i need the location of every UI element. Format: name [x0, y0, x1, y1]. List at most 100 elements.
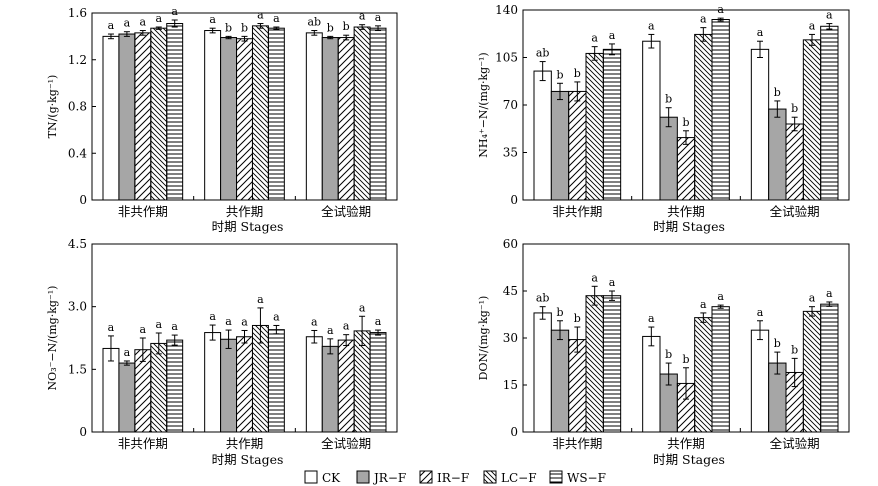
x-category-label: 全试验期 [321, 436, 371, 451]
y-tick-label: 1.2 [68, 53, 87, 67]
significance-letter: a [273, 310, 280, 323]
bar-JR-1 [550, 329, 570, 433]
significance-letter: b [665, 348, 672, 361]
significance-letter: a [343, 320, 350, 333]
bar-JR-1 [550, 90, 570, 201]
y-tick-label: 35 [503, 146, 518, 160]
legend-swatch-WS [549, 470, 563, 484]
significance-letter: b [791, 343, 798, 356]
x-category-label: 非共作期 [552, 204, 602, 219]
x-category-label: 共作期 [226, 436, 264, 451]
significance-letter: a [327, 324, 334, 337]
x-category-label: 全试验期 [770, 204, 820, 219]
significance-letter: a [609, 29, 616, 42]
y-tick-label: 0 [510, 425, 518, 439]
significance-letter: b [225, 21, 232, 34]
bar-IR-2 [236, 336, 253, 433]
bar-CK-2 [642, 40, 661, 201]
bar-LC-2 [251, 25, 269, 201]
y-axis-title: DON/(mg·kg⁻¹) [477, 296, 490, 381]
bar-WS-2 [711, 19, 730, 201]
bar-WS-2 [267, 27, 285, 201]
y-tick-label: 3.0 [68, 300, 87, 314]
bar-CK-1 [533, 70, 552, 201]
bar-IR-1 [568, 339, 587, 433]
bar-IR-2 [236, 38, 253, 201]
significance-letter: b [682, 353, 689, 366]
bar-LC-1 [150, 27, 168, 201]
bar-JR-2 [220, 338, 238, 433]
significance-letter: b [774, 86, 781, 99]
bar-WS-1 [166, 339, 184, 433]
x-axis-title: 时期 Stages [653, 219, 725, 234]
bar-IR-2 [676, 137, 696, 201]
bar-LC-3 [802, 39, 822, 201]
significance-letter: a [124, 17, 131, 30]
bar-LC-1 [585, 295, 604, 433]
legend-label-JR: JR−F [372, 471, 406, 485]
significance-letter: a [225, 315, 232, 328]
significance-letter: a [826, 9, 833, 22]
significance-letter: a [375, 315, 382, 328]
significance-letter: a [700, 13, 707, 26]
bar-JR-3 [321, 345, 339, 433]
y-tick-label: 105 [495, 51, 518, 65]
significance-letter: a [700, 298, 707, 311]
legend-label-IR: IR−F [437, 471, 469, 485]
significance-letter: b [241, 21, 248, 34]
bar-IR-1 [568, 90, 587, 201]
significance-letter: a [717, 290, 724, 303]
bar-LC-2 [694, 33, 713, 201]
y-tick-label: 60 [503, 237, 518, 251]
bar-WS-1 [166, 23, 184, 201]
bar-LC-1 [150, 342, 168, 433]
significance-letter: b [574, 312, 581, 325]
x-category-label: 非共作期 [118, 436, 168, 451]
bar-WS-3 [820, 303, 839, 433]
y-axis-title: TN/(g·kg⁻¹) [46, 75, 59, 139]
bar-CK-3 [750, 48, 770, 201]
significance-letter: a [591, 271, 598, 284]
bar-CK-3 [305, 32, 323, 201]
y-tick-label: 4.5 [68, 237, 87, 251]
y-tick-label: 0 [79, 193, 87, 207]
significance-letter: a [241, 315, 248, 328]
bar-CK-1 [533, 312, 552, 433]
significance-letter: a [809, 292, 816, 305]
significance-letter: a [108, 321, 115, 334]
significance-letter: b [665, 93, 672, 106]
x-axis-title: 时期 Stages [653, 452, 725, 467]
significance-letter: a [648, 19, 655, 32]
significance-letter: b [774, 337, 781, 350]
x-category-label: 非共作期 [552, 436, 602, 451]
plot-frame [91, 243, 398, 433]
bar-WS-1 [602, 295, 622, 433]
significance-letter: b [556, 306, 563, 319]
x-category-label: 共作期 [226, 204, 264, 219]
significance-letter: b [791, 102, 798, 115]
significance-letter: a [209, 310, 216, 323]
significance-letter: a [757, 306, 764, 319]
bar-IR-1 [134, 349, 152, 433]
significance-letter: ab [307, 16, 321, 29]
bar-IR-3 [337, 339, 355, 433]
legend-swatch-LC [483, 470, 497, 484]
significance-letter: a [375, 11, 382, 24]
bar-CK-3 [750, 329, 770, 433]
bar-WS-1 [602, 48, 622, 201]
bar-LC-3 [802, 310, 822, 433]
significance-letter: a [140, 16, 147, 29]
y-tick-label: 0.8 [68, 100, 87, 114]
y-axis-title: NO₃⁻−N/(mg·kg⁻¹) [46, 286, 59, 391]
y-tick-label: 1.6 [68, 6, 87, 20]
bar-JR-3 [768, 108, 787, 201]
x-axis-title: 时期 Stages [212, 452, 284, 467]
x-category-label: 非共作期 [118, 204, 168, 219]
bar-JR-1 [118, 33, 136, 201]
legend-label-WS: WS−F [567, 471, 606, 485]
x-axis-title: 时期 Stages [212, 219, 284, 234]
bar-IR-1 [134, 32, 152, 201]
